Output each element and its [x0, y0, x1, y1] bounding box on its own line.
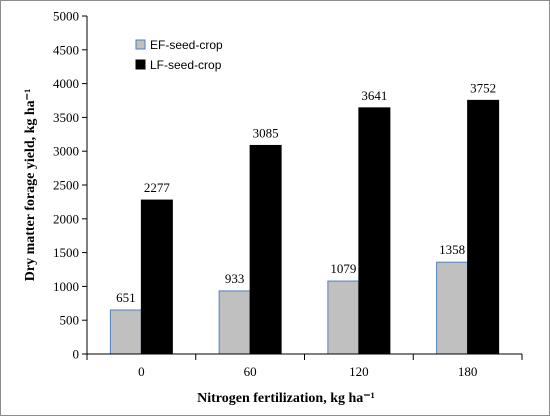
y-axis-ticks: 0 500 1000 1500 2000 2500 3000 3500 4000 4500 5000 [53, 9, 87, 362]
bars [109, 99, 500, 355]
bar-lf-seed-crop [358, 107, 391, 355]
x-tick-label: 180 [458, 364, 478, 379]
y-tick-label: 500 [60, 313, 80, 328]
y-tick-label: 3500 [53, 110, 79, 125]
bar-ef-seed-crop [436, 261, 469, 355]
y-axis-title: Dry matter forage yield, kg ha⁻¹ [23, 89, 38, 282]
legend-label: EF-seed-crop [150, 38, 223, 52]
legend-swatch [135, 59, 146, 70]
x-tick-label: 120 [349, 364, 369, 379]
bar-lf-seed-crop [467, 99, 500, 355]
y-tick-label: 1500 [53, 245, 79, 260]
x-tick-label: 60 [244, 364, 257, 379]
x-tick-label: 0 [138, 364, 145, 379]
data-label: 3752 [470, 80, 496, 95]
y-tick-label: 4000 [53, 76, 79, 91]
y-tick-label: 3000 [53, 144, 79, 159]
x-axis-ticks: 0 60 120 180 [86, 354, 523, 379]
data-label: 3641 [361, 88, 387, 103]
y-tick-label: 2500 [53, 178, 79, 193]
data-label: 1079 [330, 261, 356, 276]
y-tick-label: 0 [73, 347, 80, 362]
axes [86, 16, 522, 355]
y-tick-label: 5000 [53, 9, 79, 24]
y-tick-label: 1000 [53, 279, 79, 294]
data-labels: 651 933 1079 1358 2277 3085 3641 3752 [116, 80, 496, 305]
data-label: 2277 [144, 180, 171, 195]
y-tick-label: 4500 [53, 42, 79, 57]
data-label: 651 [116, 290, 136, 305]
legend: EF-seed-crop LF-seed-crop [135, 38, 223, 72]
bar-ef-seed-crop [218, 290, 251, 355]
legend-label: LF-seed-crop [150, 58, 222, 72]
bar-ef-seed-crop [327, 280, 360, 355]
bar-lf-seed-crop [140, 199, 173, 355]
bar-ef-seed-crop [109, 309, 142, 355]
legend-swatch [135, 39, 146, 50]
y-tick-label: 2000 [53, 211, 79, 226]
bar-lf-seed-crop [249, 144, 282, 355]
data-label: 933 [225, 271, 245, 286]
data-label: 1358 [439, 242, 465, 257]
data-label: 3085 [253, 125, 279, 140]
x-axis-title: Nitrogen fertilization, kg ha⁻¹ [197, 391, 375, 406]
